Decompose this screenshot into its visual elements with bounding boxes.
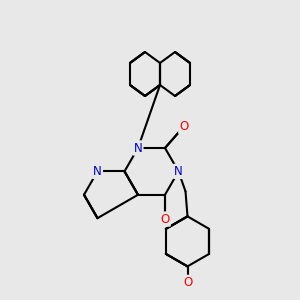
Text: O: O [179,120,188,133]
Text: N: N [93,165,102,178]
Text: O: O [183,276,192,289]
Text: N: N [134,142,142,154]
Text: N: N [174,165,183,178]
Text: O: O [160,213,169,226]
